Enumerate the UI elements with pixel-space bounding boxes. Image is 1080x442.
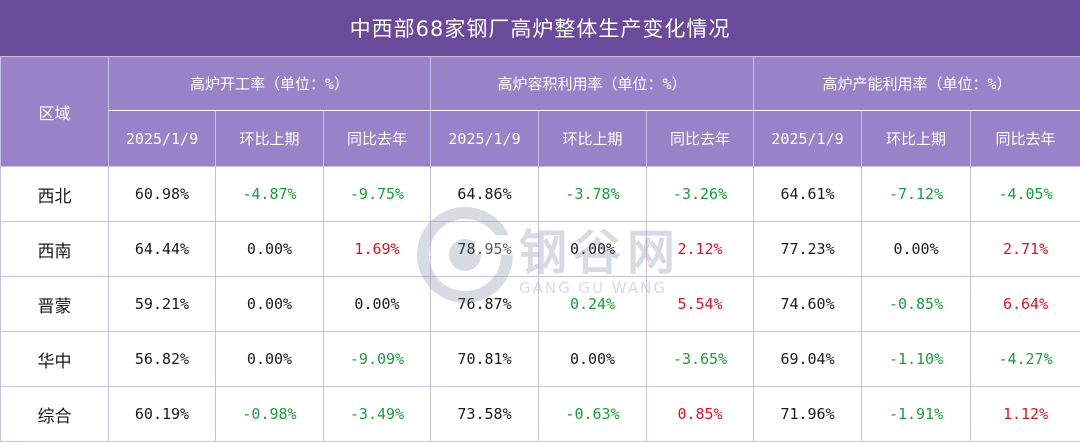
value-cell: 59.21% [108,276,216,332]
header-row-groups: 区域 高炉开工率（单位：%） 高炉容积利用率（单位：%） 高炉产能利用率（单位：… [0,56,1080,167]
region-header: 区域 [0,56,109,167]
value-cell: 0.00% [215,221,324,277]
value-cell: 2.12% [646,221,755,277]
value-cell: -4.05% [970,166,1080,222]
value-cell: 0.24% [538,276,648,332]
region-cell: 晋蒙 [0,276,109,332]
group-header-capacity-utilization-rate: 高炉产能利用率（单位：%） [753,56,1080,111]
value-cell: 78.95% [430,221,540,277]
region-cell: 华中 [0,331,109,387]
region-cell: 西北 [0,166,109,222]
value-cell: -7.12% [861,166,972,222]
value-cell: -0.98% [215,386,324,442]
value-cell: 70.81% [430,331,540,387]
value-cell: -0.85% [861,276,972,332]
table-row: 综合 60.19% -0.98% -3.49% 73.58% -0.63% 0.85% 71.… [0,386,1080,442]
value-cell: -4.87% [215,166,324,222]
production-table: 区域 高炉开工率（单位：%） 高炉容积利用率（单位：%） 高炉产能利用率（单位：… [0,56,1080,442]
value-cell: 64.61% [753,166,863,222]
value-cell: -3.26% [646,166,755,222]
value-cell: 0.00% [538,221,648,277]
value-cell: 0.00% [215,276,324,332]
value-cell: 6.64% [970,276,1080,332]
value-cell: 76.87% [430,276,540,332]
table-title: 中西部68家钢厂高炉整体生产变化情况 [0,0,1080,56]
subcol-wow: 环比上期 [538,110,648,167]
value-cell: -1.91% [861,386,972,442]
value-cell: -9.75% [322,166,432,222]
header-row-subcols: 2025/1/9 环比上期 同比去年 2025/1/9 环比上期 同比去年 20… [1,110,1080,167]
table-row: 西南 64.44% 0.00% 1.69% 78.95% 0.00% 2.12% 77.23%… [0,221,1080,277]
value-cell: 5.54% [646,276,755,332]
value-cell: 0.00% [322,276,432,332]
subcol-wow: 环比上期 [861,110,972,167]
table-row: 华中 56.82% 0.00% -9.09% 70.81% 0.00% -3.65% 69.0… [0,331,1080,387]
value-cell: 60.98% [108,166,216,222]
value-cell: 64.86% [430,166,540,222]
value-cell: -0.63% [538,386,648,442]
value-cell: 74.60% [753,276,863,332]
table-row: 晋蒙 59.21% 0.00% 0.00% 76.87% 0.24% 5.54% 74.60%… [0,276,1080,332]
table-row: 西北 60.98% -4.87% -9.75% 64.86% -3.78% -3.26% 64… [0,166,1080,222]
value-cell: 77.23% [753,221,863,277]
value-cell: 2.71% [970,221,1080,277]
group-header-volume-utilization-rate: 高炉容积利用率（单位：%） [430,56,755,111]
subcol-date: 2025/1/9 [753,110,863,167]
value-cell: 60.19% [108,386,216,442]
value-cell: -1.10% [861,331,972,387]
value-cell: 69.04% [753,331,863,387]
value-cell: 56.82% [108,331,216,387]
value-cell: 0.00% [861,221,972,277]
value-cell: 73.58% [430,386,540,442]
value-cell: 0.00% [215,331,324,387]
value-cell: -3.49% [322,386,432,442]
value-cell: 1.12% [970,386,1080,442]
region-cell: 综合 [0,386,109,442]
subcol-date: 2025/1/9 [108,110,216,167]
value-cell: -3.65% [646,331,755,387]
group-header-blast-furnace-operating-rate: 高炉开工率（单位：%） [107,56,432,111]
value-cell: -9.09% [322,331,432,387]
value-cell: 1.69% [322,221,432,277]
value-cell: 64.44% [108,221,216,277]
subcol-wow: 环比上期 [215,110,324,167]
subcol-yoy: 同比去年 [322,110,432,167]
region-cell: 西南 [0,221,109,277]
subcol-date: 2025/1/9 [430,110,540,167]
subcol-yoy: 同比去年 [970,110,1080,167]
value-cell: 71.96% [753,386,863,442]
subcol-yoy: 同比去年 [646,110,755,167]
value-cell: 0.00% [538,331,648,387]
value-cell: -3.78% [538,166,648,222]
value-cell: 0.85% [646,386,755,442]
value-cell: -4.27% [970,331,1080,387]
